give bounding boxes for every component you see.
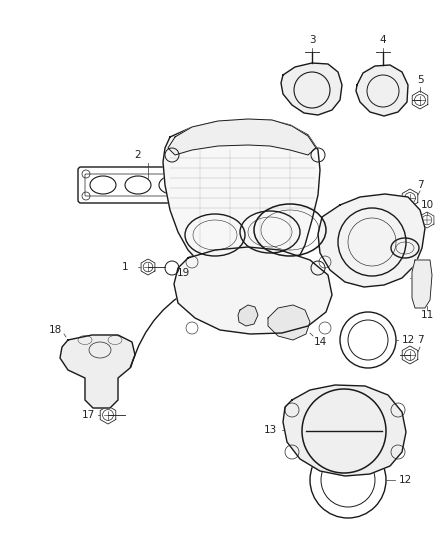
Polygon shape bbox=[174, 247, 332, 334]
Text: 3: 3 bbox=[309, 35, 315, 45]
Text: 11: 11 bbox=[420, 310, 434, 320]
Text: 8: 8 bbox=[417, 240, 423, 250]
Text: 1: 1 bbox=[122, 262, 128, 272]
Polygon shape bbox=[318, 194, 425, 287]
Text: 18: 18 bbox=[48, 325, 62, 335]
Text: 5: 5 bbox=[417, 75, 423, 85]
Polygon shape bbox=[281, 63, 342, 115]
Text: 12: 12 bbox=[401, 335, 415, 345]
Text: 2: 2 bbox=[135, 150, 141, 160]
Polygon shape bbox=[412, 260, 432, 308]
Text: 7: 7 bbox=[417, 180, 423, 190]
Polygon shape bbox=[268, 305, 310, 340]
Polygon shape bbox=[356, 65, 408, 116]
Text: 6: 6 bbox=[337, 215, 343, 225]
Polygon shape bbox=[168, 119, 316, 155]
Text: 15: 15 bbox=[215, 300, 229, 310]
Text: 16: 16 bbox=[215, 283, 229, 293]
Text: 19: 19 bbox=[177, 268, 190, 278]
Text: 4: 4 bbox=[380, 35, 386, 45]
Text: 9: 9 bbox=[417, 273, 423, 283]
Polygon shape bbox=[163, 120, 320, 283]
Polygon shape bbox=[283, 385, 406, 476]
Text: 7: 7 bbox=[417, 335, 423, 345]
Text: 17: 17 bbox=[81, 410, 95, 420]
Text: 13: 13 bbox=[263, 425, 277, 435]
Text: 14: 14 bbox=[313, 337, 327, 347]
Polygon shape bbox=[238, 305, 258, 326]
Text: 10: 10 bbox=[420, 200, 434, 210]
Polygon shape bbox=[60, 335, 135, 408]
Text: 12: 12 bbox=[399, 475, 412, 485]
